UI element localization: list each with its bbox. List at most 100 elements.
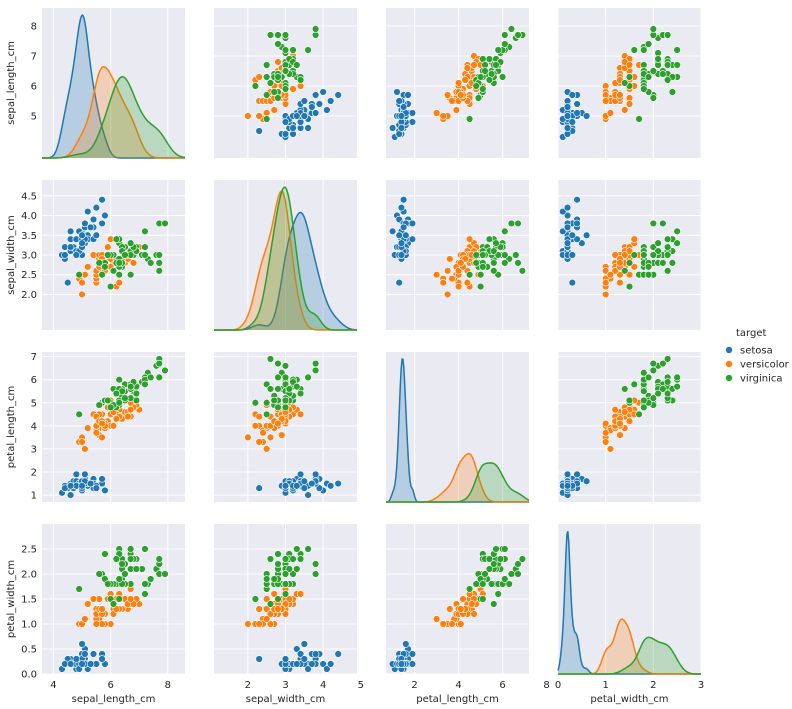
point-virginica [101,263,109,271]
panel-sepal_length_cm-vs-petal_width_cm [557,8,702,158]
point-setosa [289,124,297,132]
point-setosa [563,470,572,479]
point-versicolor [126,595,135,603]
point-versicolor [448,274,456,283]
point-versicolor [621,106,629,114]
point-setosa [393,88,401,96]
point-virginica [296,389,305,398]
y-tick-label: 7 [31,352,37,363]
point-virginica [625,282,634,291]
point-virginica [121,251,129,259]
y-tick-label: 3.0 [21,251,37,262]
point-virginica [304,373,312,382]
point-versicolor [126,405,135,414]
point-versicolor [84,600,92,608]
point-virginica [262,399,271,407]
point-virginica [668,259,677,267]
point-setosa [395,231,403,239]
point-setosa [563,482,572,490]
point-virginica [293,382,301,391]
x-tick-label: 3 [282,680,288,691]
point-versicolor [625,61,634,69]
y-tick-label: 8 [31,22,37,33]
point-setosa [98,196,106,204]
point-versicolor [443,267,452,275]
point-setosa [397,203,406,212]
point-virginica [490,247,498,255]
point-virginica [673,61,681,69]
point-virginica [465,585,474,593]
kde-fill-virginica [42,76,185,158]
point-setosa [81,219,89,228]
point-versicolor [463,64,472,72]
point-virginica [659,219,667,228]
x-axis-label: sepal_length_cm [72,694,156,705]
point-virginica [141,251,149,259]
point-virginica [481,570,489,578]
point-virginica [621,385,629,393]
point-virginica [251,595,260,603]
point-virginica [274,373,282,382]
point-virginica [625,396,634,405]
point-virginica [98,271,106,279]
point-virginica [75,585,83,593]
point-setosa [304,124,312,132]
point-versicolor [81,615,89,623]
point-setosa [573,109,581,117]
point-versicolor [601,267,610,275]
point-virginica [673,227,681,236]
point-versicolor [461,76,469,84]
point-setosa [300,484,309,492]
point-virginica [126,545,135,553]
point-setosa [86,479,95,488]
point-virginica [104,396,112,405]
point-virginica [485,235,494,243]
point-virginica [141,243,149,251]
point-virginica [640,387,648,395]
point-virginica [266,79,275,87]
point-versicolor [616,91,624,99]
point-setosa [559,207,567,216]
point-virginica [635,410,643,419]
point-setosa [573,219,581,228]
point-versicolor [625,247,634,255]
point-virginica [663,76,672,84]
point-virginica [659,359,667,368]
point-virginica [501,31,509,39]
point-virginica [501,227,509,236]
point-virginica [95,401,103,409]
panels-layer: 5 6 7 8 sepal_length_cm 2.0 2.5 3.0 3.5 4.0 4.5 sep… [6,8,704,705]
point-setosa [311,650,320,658]
point-virginica [121,394,129,402]
point-virginica [146,373,155,382]
point-virginica [251,82,260,90]
y-axis-label: sepal_width_cm [6,215,17,294]
point-setosa [81,470,89,479]
x-tick-label: 4 [320,680,326,691]
point-setosa [304,665,312,673]
point-versicolor [616,259,624,267]
point-setosa [66,491,75,499]
point-virginica [663,378,672,386]
point-virginica [101,550,109,558]
panel-petal_width_cm-vs-petal_length_cm: 2 4 6 8 petal_length_cm [386,524,550,705]
point-setosa [582,112,591,120]
point-virginica [262,73,271,81]
point-versicolor [296,410,305,419]
point-virginica [274,31,282,39]
legend-label-setosa: setosa [740,346,773,357]
point-versicolor [439,112,447,120]
point-setosa [399,196,408,204]
point-virginica [490,600,498,608]
point-setosa [293,112,301,120]
point-versicolor [251,422,260,430]
point-virginica [109,600,118,608]
point-virginica [146,575,155,583]
point-setosa [308,660,316,668]
point-setosa [311,109,320,117]
x-axis-label: petal_length_cm [416,694,498,705]
point-virginica [507,25,516,33]
point-versicolor [104,243,112,251]
point-virginica [281,555,290,563]
